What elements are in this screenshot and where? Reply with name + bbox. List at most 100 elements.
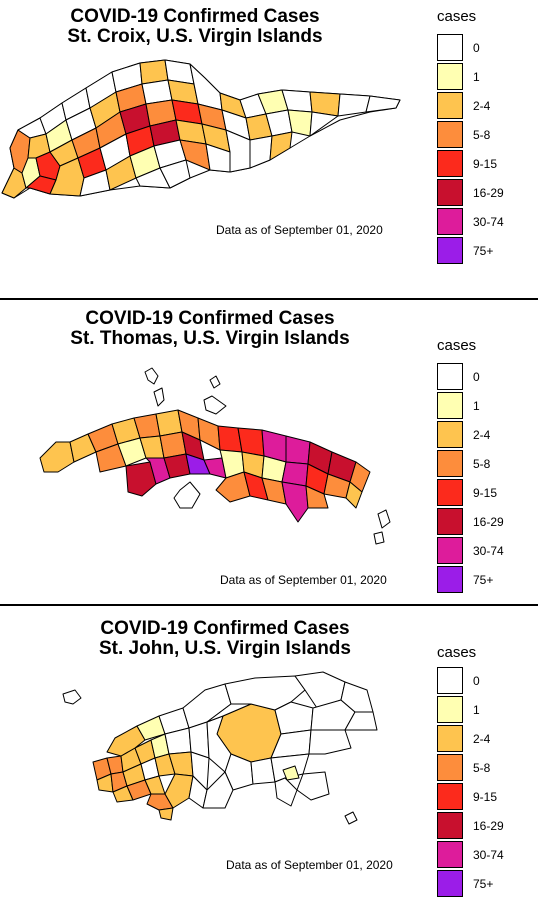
data-date-note: Data as of September 01, 2020 — [220, 573, 387, 587]
islet — [153, 387, 165, 407]
legend-label: 0 — [473, 674, 480, 688]
map-title: COVID-19 Confirmed Cases St. Croix, U.S.… — [40, 7, 350, 47]
legend-label: 9-15 — [473, 157, 498, 171]
legend-label: 9-15 — [473, 790, 498, 804]
district — [274, 777, 298, 807]
legend-swatch — [437, 179, 463, 206]
district — [125, 461, 157, 497]
legend-swatch — [437, 566, 463, 593]
map-title: COVID-19 Confirmed Cases St. Thomas, U.S… — [45, 309, 375, 349]
district — [282, 765, 300, 781]
islet — [209, 375, 221, 389]
title-line-1: COVID-19 Confirmed Cases — [70, 6, 320, 27]
legend-swatch — [437, 754, 463, 781]
legend-label: 30-74 — [473, 215, 504, 229]
legend-label: 5-8 — [473, 761, 491, 775]
islet — [173, 481, 201, 509]
legend-swatch — [437, 92, 463, 119]
map-title: COVID-19 Confirmed Cases St. John, U.S. … — [60, 619, 390, 659]
legend-title: cases — [437, 8, 477, 25]
legend-label: 0 — [473, 370, 480, 384]
district — [249, 135, 273, 169]
legend-swatch — [437, 63, 463, 90]
district — [309, 111, 339, 137]
st-john-map — [62, 671, 378, 825]
district — [225, 129, 251, 173]
district — [296, 771, 330, 801]
district — [145, 457, 171, 485]
legend-swatch — [437, 150, 463, 177]
legend-swatch — [437, 783, 463, 810]
st-croix-districts — [1, 59, 401, 199]
legend-swatch — [437, 841, 463, 868]
legend-label: 16-29 — [473, 186, 504, 200]
district — [308, 729, 352, 755]
legend-swatch — [437, 208, 463, 235]
legend-swatch — [437, 34, 463, 61]
legend-title: cases — [437, 337, 477, 354]
title-line-1: COVID-19 Confirmed Cases — [85, 308, 335, 329]
district — [274, 701, 314, 735]
legend-label: 75+ — [473, 573, 494, 587]
district — [365, 95, 401, 113]
legend-label: 5-8 — [473, 128, 491, 142]
st-thomas-districts — [39, 367, 391, 545]
legend-swatch — [437, 421, 463, 448]
data-date-note: Data as of September 01, 2020 — [226, 858, 393, 872]
legend-swatch — [437, 450, 463, 477]
legend-label: 1 — [473, 703, 480, 717]
legend-label: 2-4 — [473, 99, 491, 113]
legend-label: 75+ — [473, 244, 494, 258]
panel-st-croix: COVID-19 Confirmed Cases St. Croix, U.S.… — [0, 0, 538, 300]
legend-label: 16-29 — [473, 515, 504, 529]
legend-swatch — [437, 121, 463, 148]
legend-label: 5-8 — [473, 457, 491, 471]
district — [344, 711, 378, 731]
islet — [144, 367, 159, 385]
title-line-2: St. John, U.S. Virgin Islands — [99, 638, 351, 659]
islet — [377, 509, 391, 529]
legend-swatch — [437, 508, 463, 535]
legend-label: 1 — [473, 70, 480, 84]
legend-swatch — [437, 725, 463, 752]
district — [285, 435, 311, 465]
panel-divider — [0, 604, 538, 606]
legend-label: 2-4 — [473, 732, 491, 746]
district — [159, 431, 187, 459]
legend-title: cases — [437, 644, 477, 661]
legend-swatch — [437, 537, 463, 564]
district — [39, 441, 75, 473]
district — [281, 481, 309, 523]
legend-label: 75+ — [473, 877, 494, 891]
st-croix-map — [1, 59, 401, 199]
panel-divider — [0, 298, 538, 300]
district — [155, 409, 183, 437]
legend-label: 30-74 — [473, 848, 504, 862]
district — [305, 485, 329, 509]
district — [215, 471, 251, 503]
title-line-2: St. Croix, U.S. Virgin Islands — [67, 26, 323, 47]
legend-swatch — [437, 392, 463, 419]
district — [202, 771, 234, 809]
legend-swatch — [437, 237, 463, 264]
legend-label: 1 — [473, 399, 480, 413]
legend-swatch — [437, 812, 463, 839]
legend-label: 30-74 — [473, 544, 504, 558]
st-thomas-map — [39, 367, 391, 545]
legend-swatch — [437, 479, 463, 506]
district — [345, 481, 363, 509]
panel-st-john: COVID-19 Confirmed Cases St. John, U.S. … — [0, 606, 538, 897]
district — [164, 773, 194, 809]
legend-label: 16-29 — [473, 819, 504, 833]
legend-label: 9-15 — [473, 486, 498, 500]
islet — [373, 531, 385, 545]
legend-swatch — [437, 696, 463, 723]
title-line-2: St. Thomas, U.S. Virgin Islands — [70, 328, 350, 349]
islet — [344, 811, 358, 825]
district — [159, 159, 191, 189]
legend-swatch — [437, 667, 463, 694]
district — [158, 807, 174, 821]
district — [287, 109, 313, 137]
st-john-districts — [62, 671, 378, 825]
title-line-1: COVID-19 Confirmed Cases — [100, 618, 350, 639]
